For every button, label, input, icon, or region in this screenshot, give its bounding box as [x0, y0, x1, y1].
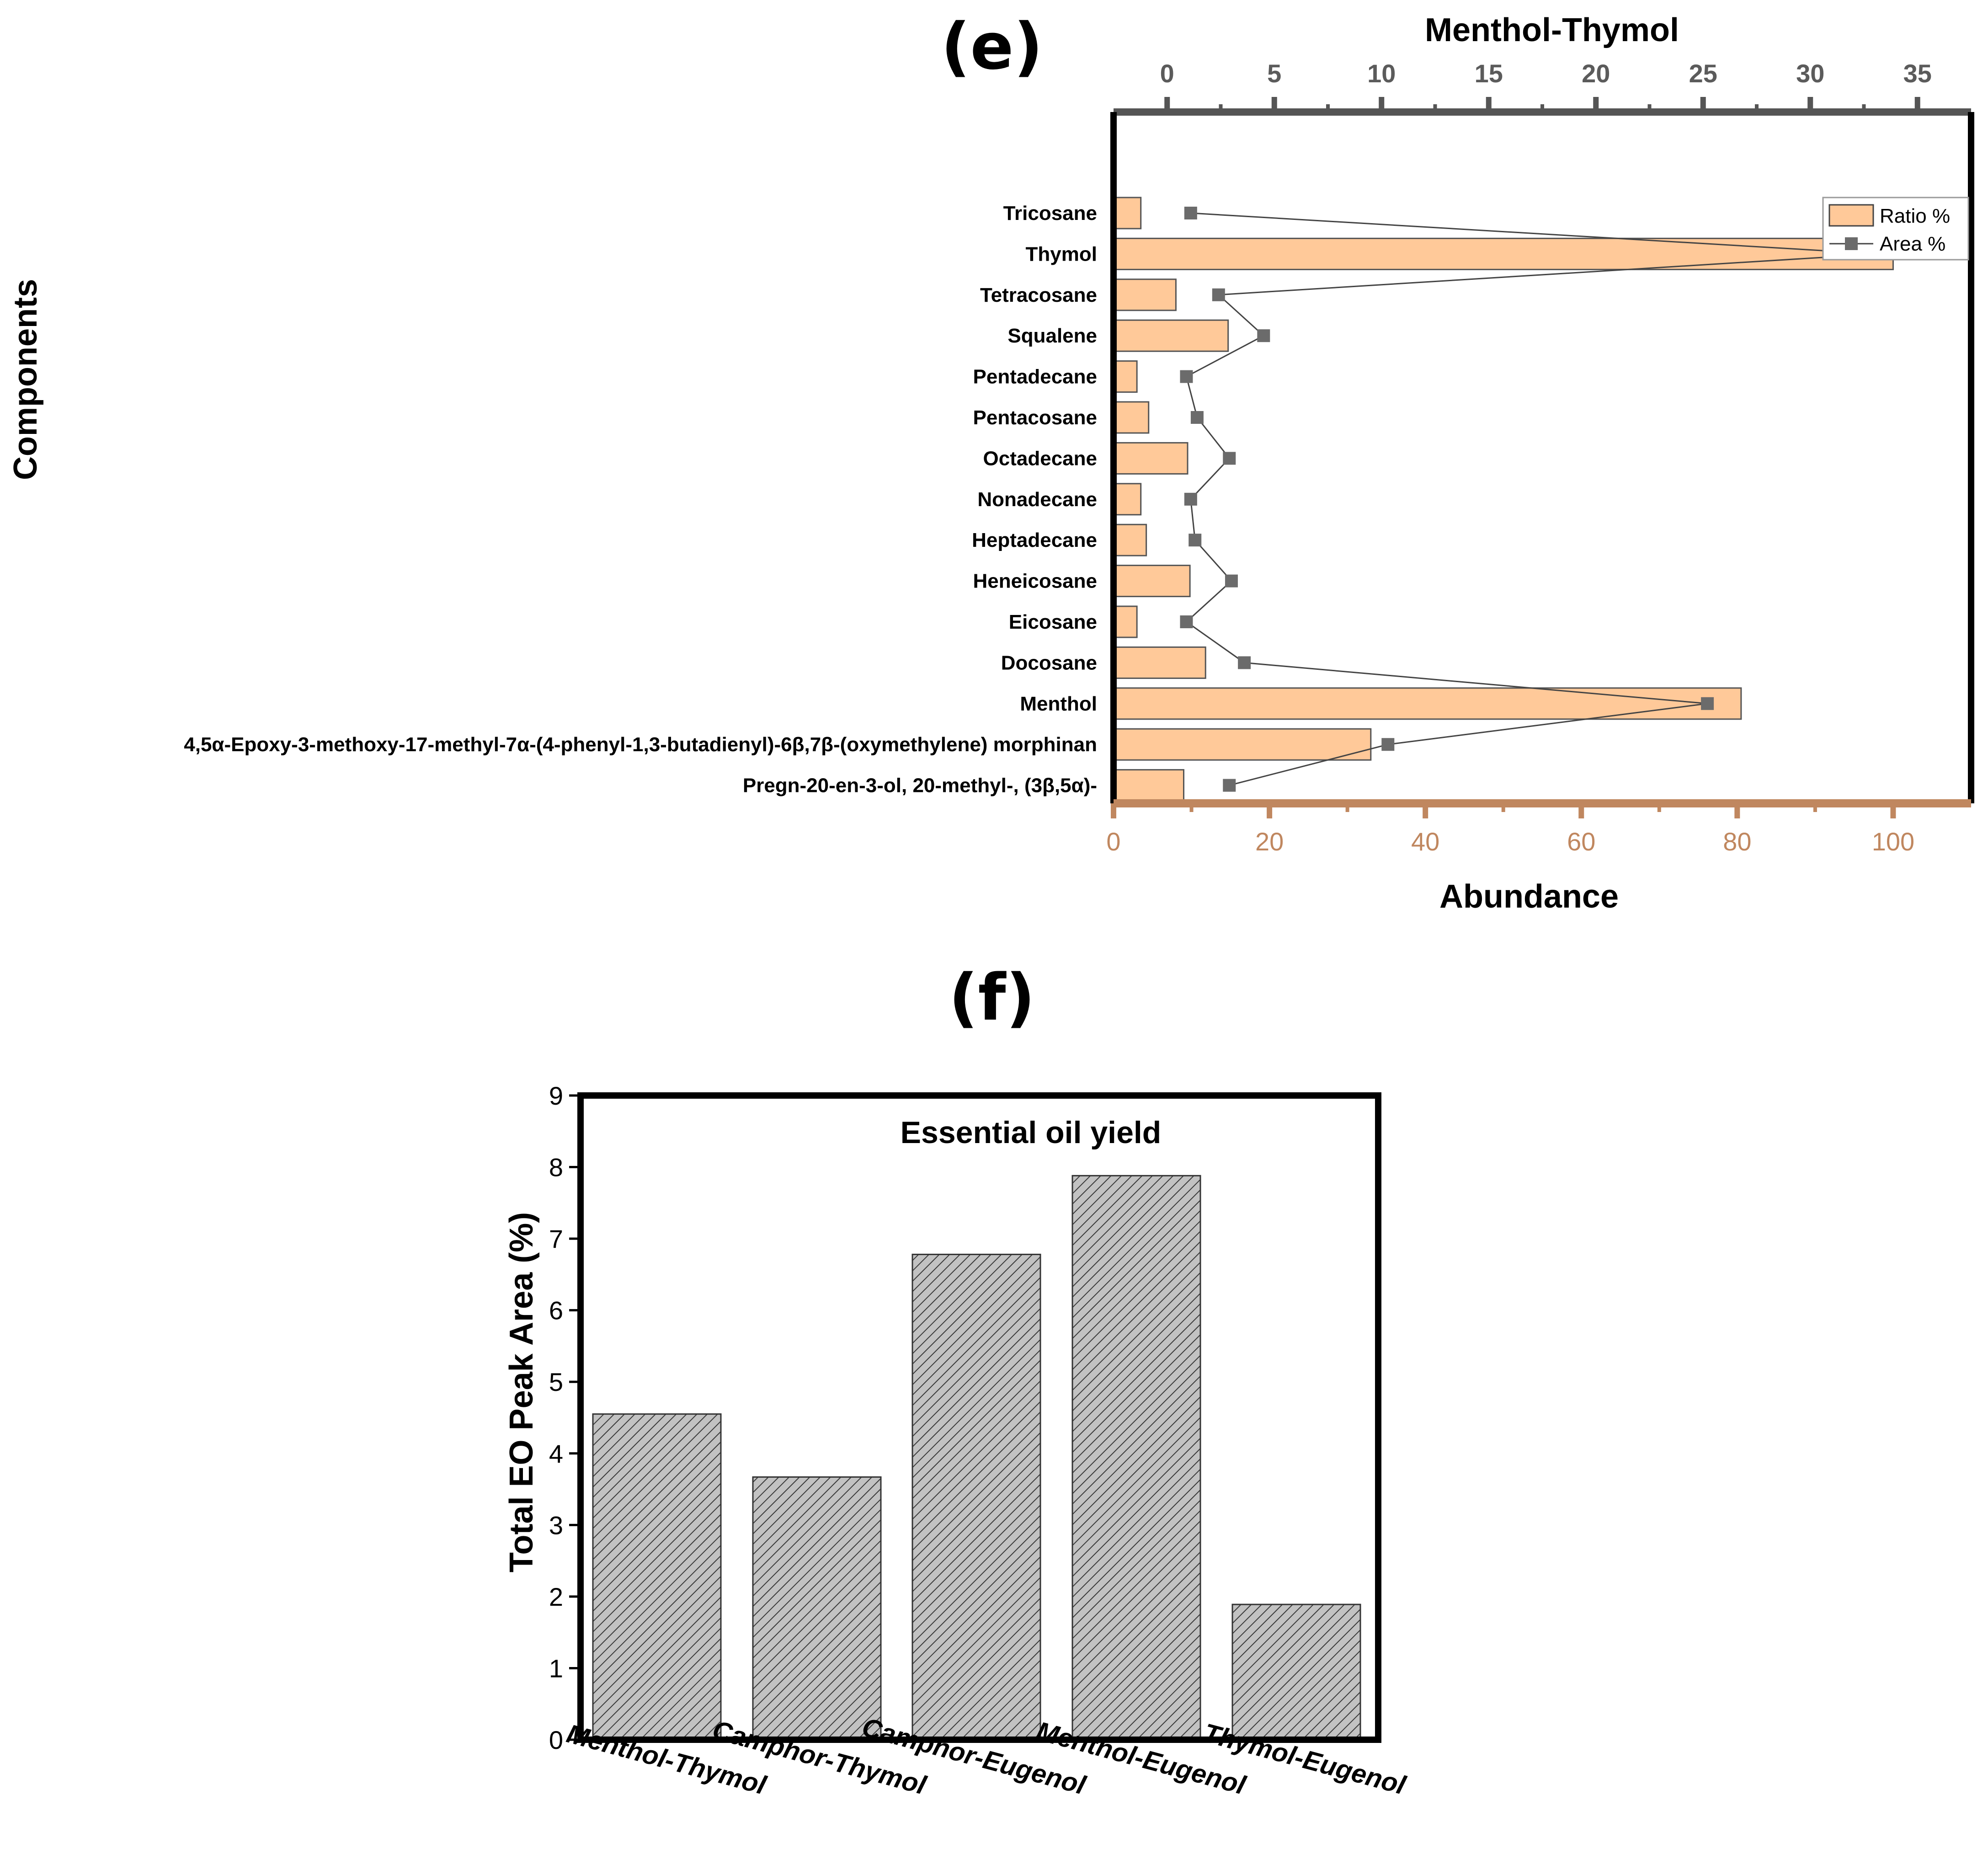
area-marker [1190, 411, 1204, 424]
bottom-tick-label: 0 [1106, 827, 1120, 856]
top-tick-label: 10 [1367, 59, 1396, 88]
panel-f-chart: (f) Total EO Peak Area (%) Essential oil… [503, 961, 1409, 1801]
y-tick-label-f: 8 [549, 1153, 563, 1182]
ratio-bar [1113, 237, 1894, 270]
y-tick-label-f: 2 [549, 1582, 563, 1611]
ratio-bar [1113, 401, 1150, 434]
ratio-bar [1113, 646, 1206, 679]
category-label: Heneicosane [973, 570, 1097, 593]
category-label: Heptadecane [972, 529, 1097, 551]
category-label: Thymol [1026, 243, 1097, 265]
area-marker [1238, 656, 1251, 669]
area-marker [1223, 779, 1236, 792]
y-axis-title-f: Total EO Peak Area (%) [503, 1212, 540, 1572]
bottom-axis-ticks: 0 20 40 60 80 100 [1106, 803, 1914, 856]
yield-bars [592, 1175, 1361, 1741]
y-tick-label-f: 3 [549, 1511, 563, 1539]
area-marker [1180, 615, 1193, 628]
ratio-bar [1113, 360, 1138, 393]
ratio-bars [1113, 197, 1894, 802]
top-tick-label: 20 [1582, 59, 1610, 88]
category-label: Octadecane [983, 447, 1097, 470]
ratio-bar [1113, 197, 1142, 230]
legend-label-ratio: Ratio % [1880, 205, 1950, 227]
yield-bar [1231, 1603, 1361, 1741]
area-marker [1257, 329, 1270, 342]
category-label: Nonadecane [977, 488, 1097, 511]
ratio-bar [1113, 728, 1372, 761]
y-tick-label-f: 7 [549, 1224, 563, 1253]
yield-bar [752, 1476, 882, 1741]
category-label: 4,5α-Epoxy-3-methoxy-17-methyl-7α-(4-phe… [184, 733, 1097, 756]
area-marker [1189, 534, 1202, 547]
area-marker [1225, 574, 1238, 588]
top-tick-label: 25 [1689, 59, 1717, 88]
top-tick-label: 30 [1796, 59, 1824, 88]
category-label: Tricosane [1003, 202, 1097, 224]
bottom-tick-label: 100 [1872, 827, 1914, 856]
y-axis-ticks-f: 0 1 2 3 4 5 6 7 8 9 [549, 1081, 577, 1754]
y-tick-label-f: 1 [549, 1654, 563, 1683]
yield-bar [911, 1254, 1041, 1741]
area-marker [1223, 452, 1236, 465]
x-axis-title: Abundance [1439, 878, 1619, 915]
top-tick-label: 0 [1160, 59, 1174, 88]
area-marker [1701, 697, 1714, 710]
legend-bar-swatch [1828, 204, 1874, 227]
top-tick-label: 35 [1903, 59, 1932, 88]
ratio-bar [1113, 524, 1147, 556]
category-label: Pregn-20-en-3-ol, 20-methyl-, (3β,5α)- [743, 775, 1097, 797]
legend: Ratio % Area % [1822, 197, 1969, 261]
y-tick-label-f: 6 [549, 1296, 563, 1325]
ratio-bar [1113, 565, 1191, 598]
area-marker [1212, 288, 1225, 301]
ratio-bar [1113, 278, 1177, 311]
category-label: Squalene [1007, 325, 1097, 347]
category-label: Pentadecane [973, 366, 1097, 388]
top-tick-label: 5 [1267, 59, 1281, 88]
y-axis-title: Components [7, 279, 44, 480]
category-label: Menthol [1020, 693, 1097, 715]
top-axis-ticks: 0 5 10 15 20 25 30 35 [1160, 59, 1932, 112]
ratio-bar [1113, 769, 1184, 802]
ratio-bar [1113, 483, 1142, 516]
area-marker [1180, 370, 1193, 383]
ratio-bar [1113, 319, 1229, 352]
category-label: Eicosane [1009, 611, 1097, 633]
ratio-bar [1113, 442, 1189, 475]
bottom-tick-label: 60 [1567, 827, 1595, 856]
category-labels: Tricosane Thymol Tetracosane Squalene Pentad… [184, 202, 1097, 797]
ratio-bar [1113, 605, 1138, 638]
ratio-bar [1113, 687, 1742, 720]
category-label: Docosane [1001, 652, 1097, 674]
y-tick-label-f: 9 [549, 1081, 563, 1110]
top-axis-title: Menthol-Thymol [1425, 12, 1679, 48]
y-tick-label-f: 0 [549, 1726, 563, 1754]
yield-bar [1071, 1175, 1201, 1741]
yield-bar [592, 1413, 722, 1741]
area-marker [1381, 738, 1395, 751]
area-marker [1184, 207, 1197, 219]
legend-marker-swatch [1845, 237, 1858, 250]
panel-e-label: (e) [941, 10, 1043, 84]
panel-e-chart: (e) Menthol-Thymol Abundance Components … [7, 10, 1974, 915]
bottom-tick-label: 20 [1255, 827, 1284, 856]
category-label: Pentacosane [973, 406, 1097, 429]
bottom-tick-label: 80 [1723, 827, 1751, 856]
plot-frame-f [577, 1092, 1381, 1743]
category-label: Tetracosane [980, 284, 1097, 306]
area-marker [1184, 492, 1197, 506]
legend-label-area: Area % [1880, 233, 1945, 255]
y-tick-label-f: 5 [549, 1368, 563, 1396]
panel-f-label: (f) [949, 961, 1035, 1035]
chart-title-f: Essential oil yield [901, 1115, 1162, 1150]
bottom-tick-label: 40 [1411, 827, 1439, 856]
top-tick-label: 15 [1475, 59, 1503, 88]
y-tick-label-f: 4 [549, 1439, 563, 1468]
